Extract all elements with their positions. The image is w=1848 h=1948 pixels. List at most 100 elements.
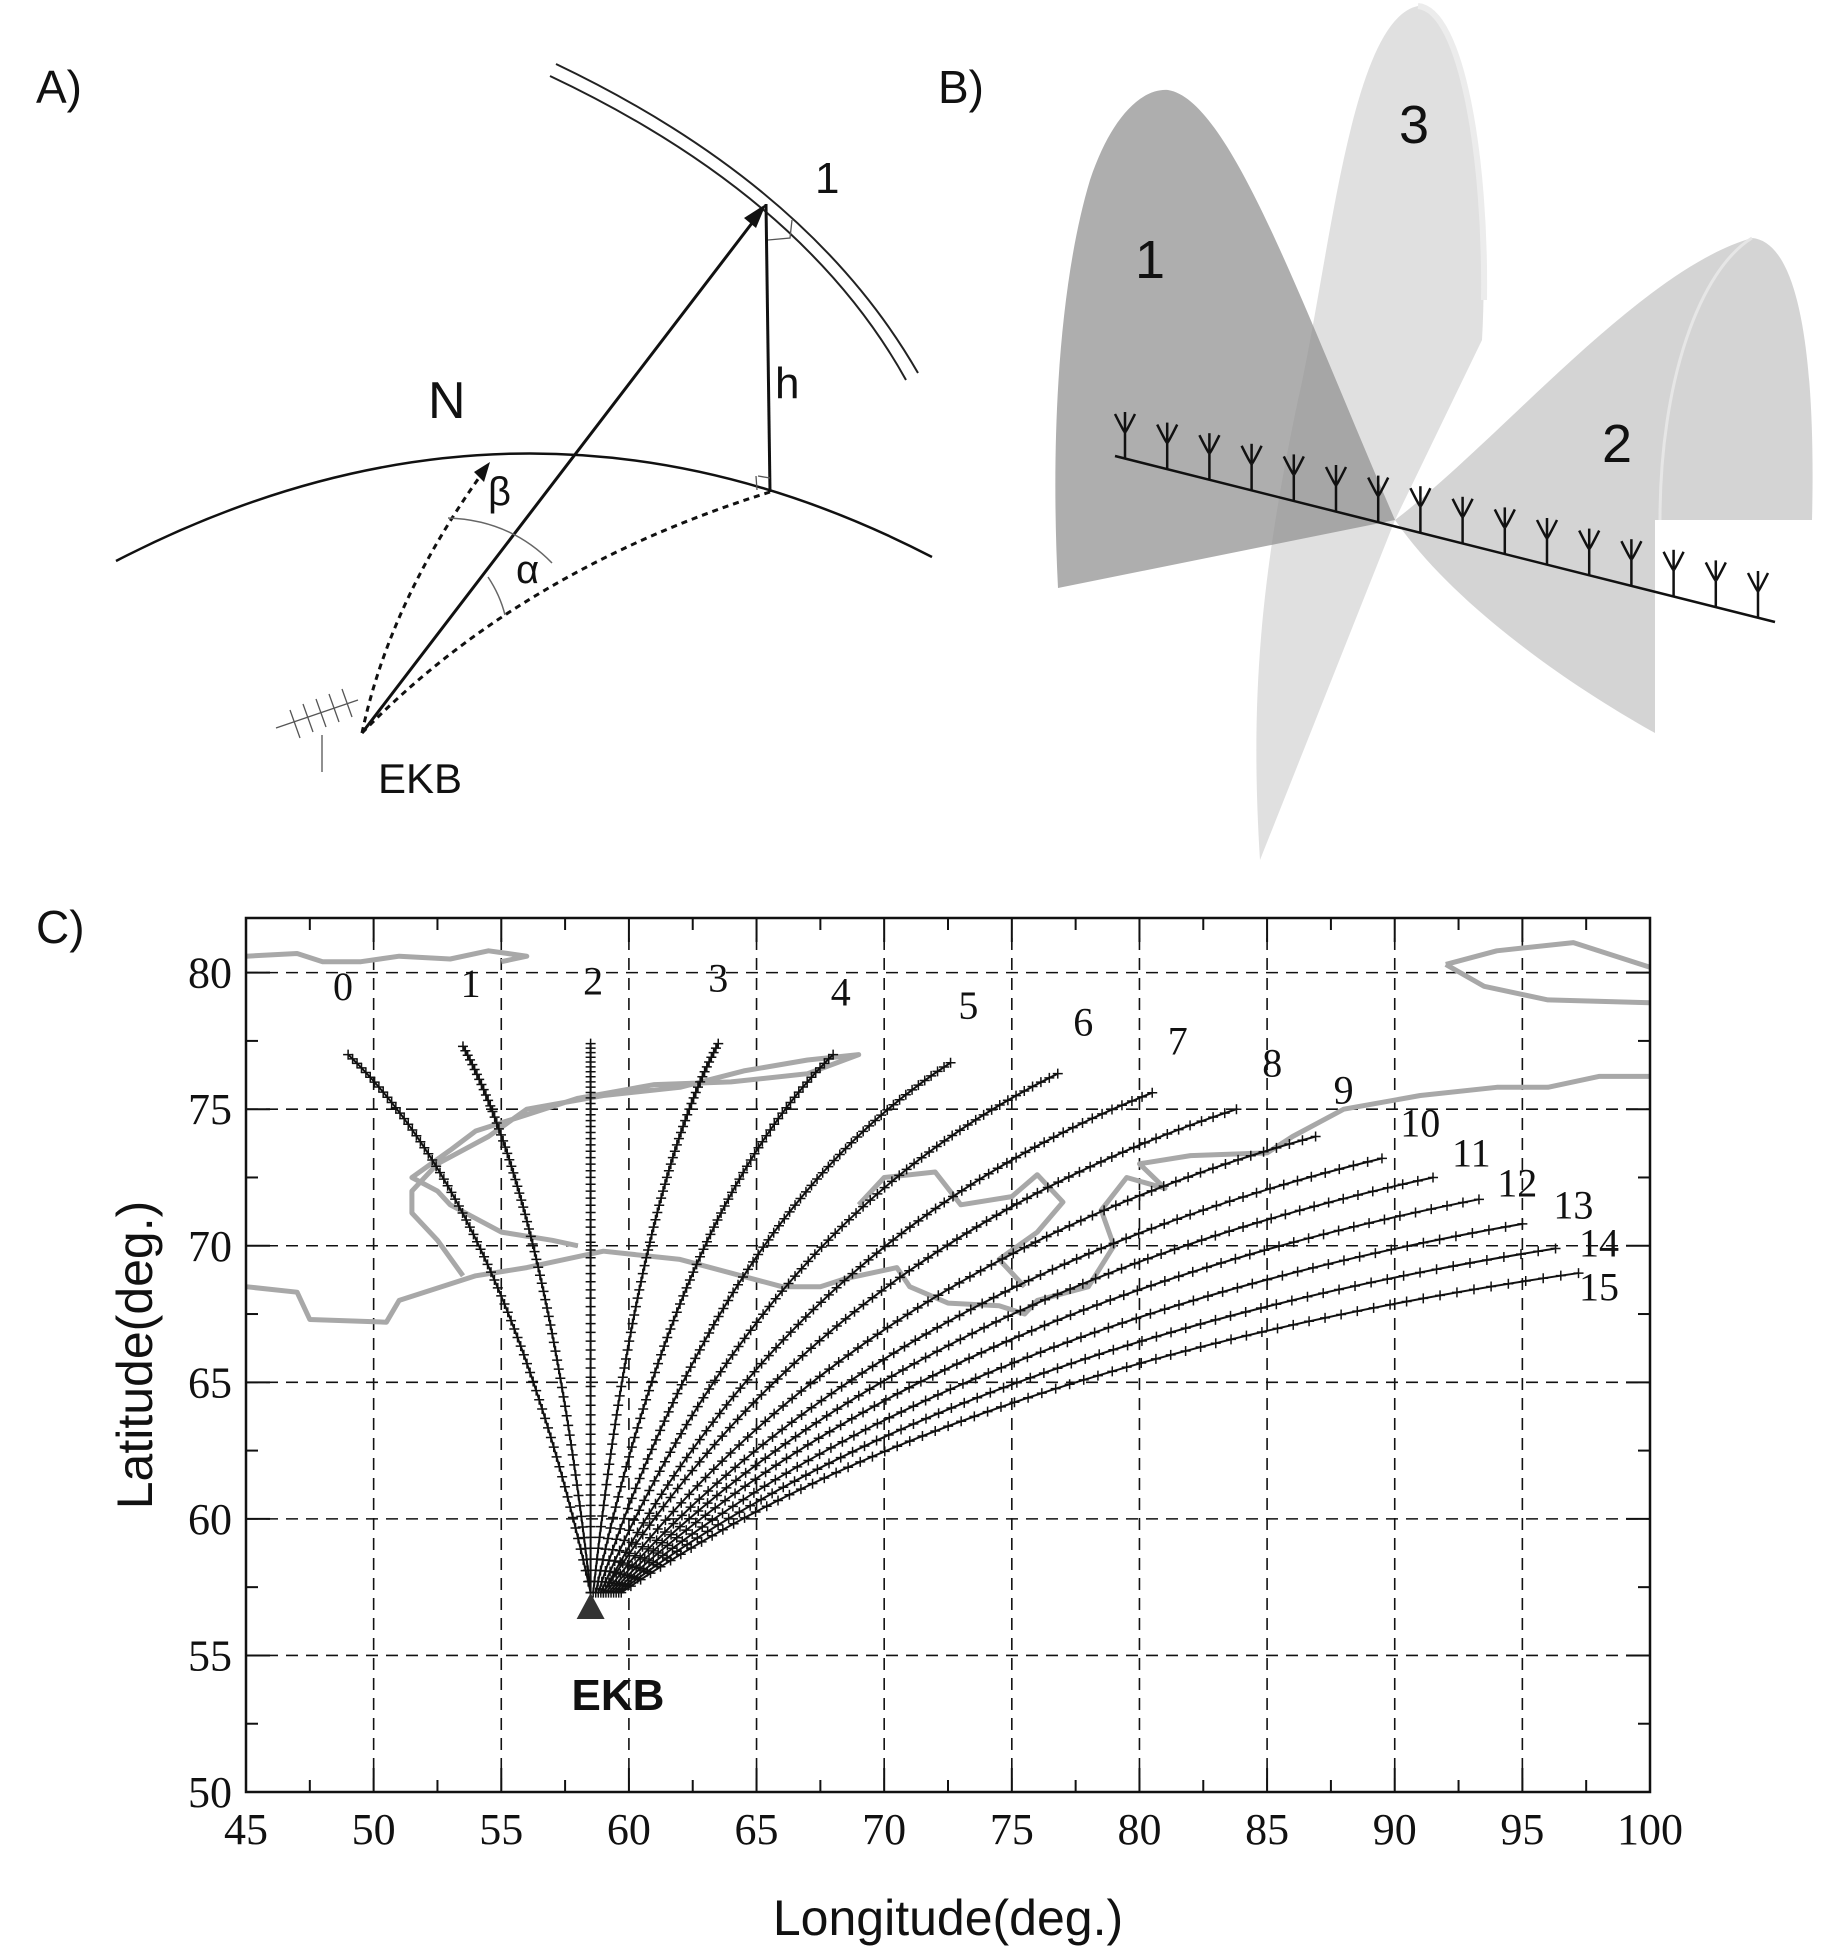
antenna-element-icon [1324, 465, 1348, 511]
beam-track-10 [607, 1157, 1383, 1594]
beam-markers-12 [608, 1194, 1484, 1598]
right-angle-mark-bottom [755, 475, 771, 491]
ionosphere-arc-inner [549, 75, 907, 381]
x-tick-label: 85 [1245, 1805, 1289, 1854]
y-axis-title: Latitude(deg.) [107, 1201, 163, 1510]
beam-1-label: 1 [1135, 230, 1165, 290]
antenna-element-icon [1620, 539, 1643, 586]
beam-markers-3 [588, 1038, 724, 1598]
ray-line [360, 209, 764, 734]
antenna-element-icon [1198, 433, 1221, 480]
y-tick-label: 80 [188, 949, 232, 998]
antenna-array [1113, 412, 1770, 617]
beam-track-15 [620, 1272, 1579, 1594]
antenna-element-icon [1409, 486, 1432, 533]
ionosphere-arc-outer [555, 63, 919, 374]
coastline [1445, 940, 1651, 970]
y-tick-label: 60 [188, 1495, 232, 1544]
y-tick-label: 50 [188, 1768, 232, 1817]
beam-markers-15 [616, 1268, 1584, 1598]
x-tick-label: 60 [607, 1805, 651, 1854]
north-label: N [428, 372, 466, 430]
beam-label-2: 2 [583, 958, 603, 1003]
beam-2-label: 2 [1602, 414, 1632, 474]
beam-markers-13 [611, 1218, 1528, 1598]
right-angle-mark-top [767, 219, 793, 241]
antenna-element-icon [1367, 475, 1390, 522]
beam-markers-8 [598, 1104, 1242, 1598]
x-tick-label: 65 [735, 1805, 779, 1854]
beam-label-13: 13 [1553, 1182, 1593, 1227]
beam-label-5: 5 [958, 983, 978, 1028]
beam-label-3: 3 [708, 956, 728, 1001]
station-label-c: EKB [572, 1671, 665, 1720]
antenna-element-icon [1156, 422, 1179, 469]
beam-label-7: 7 [1168, 1019, 1188, 1064]
height-line [764, 203, 772, 493]
antenna-element-icon [1746, 571, 1770, 617]
panel-c-label: C) [36, 901, 85, 953]
y-tick-label: 55 [188, 1631, 232, 1680]
x-tick-label: 95 [1500, 1805, 1544, 1854]
x-tick-label: 90 [1373, 1805, 1417, 1854]
beam-label-1: 1 [461, 961, 481, 1006]
beam-markers-9 [600, 1131, 1321, 1598]
x-tick-label: 55 [479, 1805, 523, 1854]
x-tick-label: 45 [224, 1805, 268, 1854]
antenna-element-icon [1240, 443, 1263, 490]
panel-b-label: B) [938, 61, 984, 113]
beam-track-11 [610, 1176, 1434, 1594]
coastline [245, 1073, 1650, 1325]
x-tick-label: 80 [1117, 1805, 1161, 1854]
x-tick-label: 70 [862, 1805, 906, 1854]
beam-markers-2 [585, 1038, 596, 1598]
beam-markers-1 [457, 1041, 596, 1598]
antenna-icon [275, 688, 359, 772]
beam-markers-14 [613, 1243, 1561, 1598]
antenna-array-baseline [1114, 454, 1776, 624]
antenna-element-icon [1451, 496, 1474, 543]
beam-label-12: 12 [1497, 1161, 1537, 1206]
beam-markers-5 [593, 1057, 956, 1598]
station-marker-icon [576, 1593, 605, 1620]
beam-markers-0 [343, 1049, 596, 1598]
alpha-label: α [516, 548, 539, 592]
coastline [409, 1052, 862, 1278]
panel-b: B) 1 3 2 [938, 3, 1813, 860]
beam-3-rim [1417, 3, 1488, 301]
plot-frame [244, 916, 1652, 1794]
beta-label: β [488, 470, 511, 514]
coastline [856, 1169, 1066, 1289]
north-arrowhead [474, 462, 490, 482]
beam-label-15: 15 [1579, 1264, 1619, 1309]
x-axis-title: Longitude(deg.) [773, 1890, 1123, 1946]
coastline [1444, 962, 1651, 1006]
beam-3 [1256, 6, 1484, 860]
earth-surface-arc [115, 452, 933, 563]
beam-label-9: 9 [1334, 1068, 1354, 1113]
beam-2-rim [1658, 236, 1753, 521]
alpha-angle-arc [487, 576, 506, 616]
y-tick-label: 75 [188, 1085, 232, 1134]
beam-label-10: 10 [1400, 1101, 1440, 1146]
antenna-element-icon [1578, 528, 1601, 575]
x-tick-label: 75 [990, 1805, 1034, 1854]
beam-label-6: 6 [1073, 999, 1093, 1044]
beam-2 [1395, 238, 1813, 733]
beam-label-4: 4 [831, 969, 851, 1014]
panel-a: A) 1 N h β α [36, 61, 933, 802]
y-tick-label: 70 [188, 1222, 232, 1271]
x-tick-label: 50 [352, 1805, 396, 1854]
ray-arrowhead [744, 204, 766, 228]
y-tick-label: 65 [188, 1358, 232, 1407]
beam-3-label: 3 [1399, 95, 1429, 155]
ground-projection-dashed [360, 490, 771, 735]
north-direction-dashed [360, 467, 488, 734]
beam-label-0: 0 [333, 964, 353, 1009]
antenna-element-icon [1493, 507, 1516, 554]
panel-a-label: A) [36, 61, 82, 113]
station-label-a: EKB [378, 755, 462, 802]
beam-markers-4 [590, 1049, 839, 1598]
